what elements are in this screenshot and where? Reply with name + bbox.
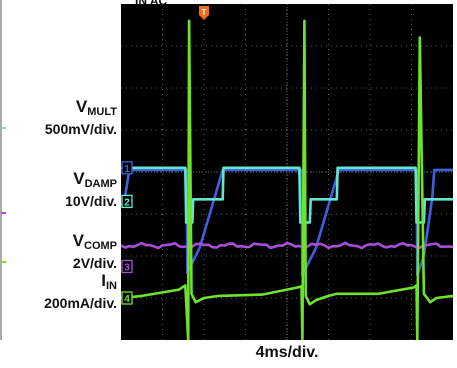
trace-channel-3 (121, 241, 453, 250)
trigger-marker-label: T (202, 8, 207, 17)
trace-channel-4 (121, 19, 453, 340)
channel-2-marker-label: 2 (124, 197, 130, 208)
left-figure-edge (0, 0, 6, 340)
vmult-label: VMULT 500mV/div. (44, 97, 117, 137)
iin-label: IIN 200mA/div. (44, 271, 117, 311)
x-axis-label: 4ms/div. (255, 344, 319, 361)
oscilloscope-screen: 1 2 3 4 T (121, 4, 453, 340)
vdamp-label: VDAMP 10V/div. (65, 169, 117, 209)
channel-4-marker (121, 291, 133, 305)
trigger-marker (199, 6, 209, 20)
vcomp-label: VCOMP 2V/div. (72, 231, 117, 271)
trace-channel-2 (121, 166, 453, 224)
channel-2-marker (121, 194, 133, 209)
channel-4-marker-label: 4 (124, 294, 130, 305)
channel-3-marker (121, 259, 133, 274)
channel-1-marker-label: 1 (124, 164, 130, 175)
channel-3-marker-label: 3 (124, 263, 130, 274)
channel-1-marker (121, 161, 133, 175)
